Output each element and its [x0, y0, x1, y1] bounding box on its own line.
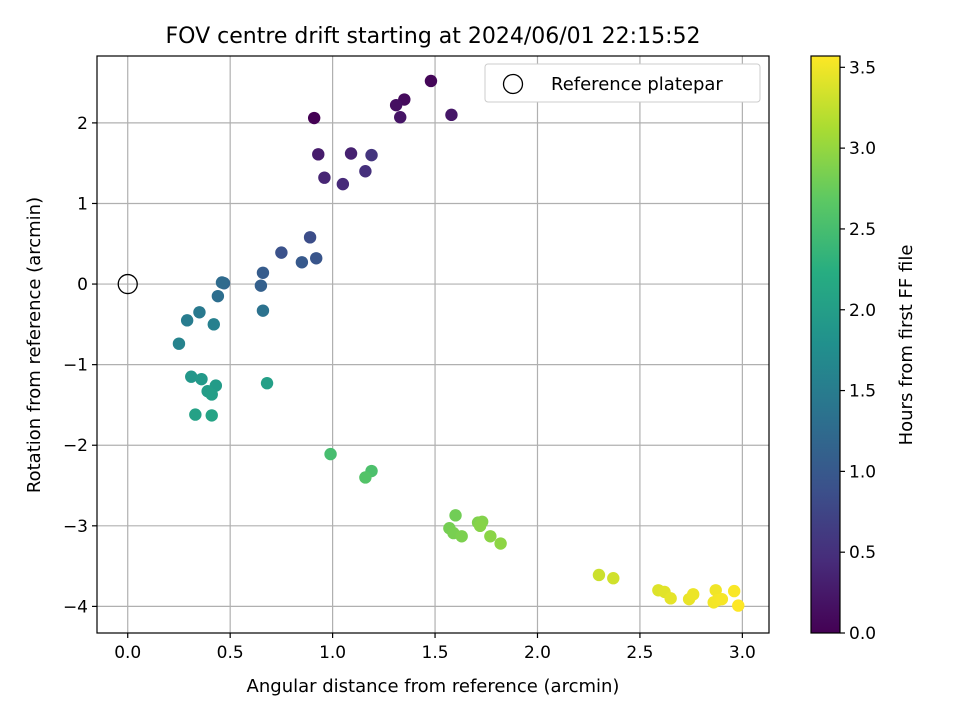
data-point	[310, 252, 323, 265]
x-tick-label: 2.0	[524, 643, 551, 663]
chart-title: FOV centre drift starting at 2024/06/01 …	[166, 24, 701, 49]
x-axis-label: Angular distance from reference (arcmin)	[247, 676, 620, 697]
data-point	[686, 588, 700, 601]
data-point	[344, 147, 358, 160]
data-point	[195, 372, 208, 386]
data-point	[275, 246, 288, 259]
data-point	[484, 530, 497, 543]
data-point	[205, 388, 218, 401]
data-point	[193, 306, 206, 319]
legend-label: Reference platepar	[551, 74, 723, 95]
x-tick-label: 0.5	[217, 643, 244, 663]
data-point	[359, 471, 372, 484]
legend-marker-icon	[502, 73, 524, 95]
data-point	[336, 177, 350, 191]
data-point	[365, 148, 378, 162]
data-point	[205, 409, 218, 422]
data-point	[727, 584, 741, 598]
colorbar-tick-label: 2.5	[849, 220, 876, 240]
data-point	[473, 519, 487, 533]
data-point	[256, 304, 270, 317]
grid	[97, 56, 769, 633]
data-point	[185, 370, 198, 383]
y-tick-label: 2	[77, 114, 88, 134]
colorbar-label: Hours from first FF file	[896, 245, 917, 446]
data-point	[215, 276, 229, 289]
x-tick-label: 1.0	[319, 643, 346, 663]
colorbar-frame	[810, 55, 841, 634]
x-tick-label: 3.0	[729, 643, 756, 663]
data-point	[455, 530, 468, 543]
data-point	[307, 111, 321, 125]
data-point	[394, 111, 407, 124]
data-point	[449, 509, 462, 522]
plot-frame	[96, 55, 770, 634]
legend: Reference platepar	[484, 63, 761, 103]
legend-box	[484, 63, 761, 103]
colorbar-tick-label: 0.0	[849, 624, 876, 644]
colorbar-gradient	[811, 56, 840, 633]
colorbar: 0.0 0.5 1.0 1.5 2.0 2.5 3.0 3.5 Hours from firs…	[810, 55, 917, 644]
data-point	[318, 171, 331, 184]
data-point	[424, 74, 438, 88]
y-tick-label: 0	[77, 275, 88, 295]
data-points	[172, 74, 745, 612]
data-point	[607, 572, 620, 585]
colorbar-tick-label: 3.5	[849, 58, 876, 78]
data-point	[445, 108, 458, 122]
y-tick-label: −1	[63, 356, 88, 376]
colorbar-tick-label: 2.0	[849, 301, 876, 321]
data-point	[254, 279, 268, 292]
data-point	[359, 165, 372, 178]
data-point	[389, 98, 403, 112]
y-tick-label: −4	[63, 597, 88, 617]
plot-area	[96, 55, 770, 634]
data-point	[324, 447, 337, 461]
data-point	[295, 256, 309, 269]
data-point	[303, 231, 317, 244]
data-point	[709, 584, 722, 597]
colorbar-tick-label: 1.0	[849, 462, 876, 482]
data-point	[211, 289, 225, 303]
colorbar-ticks: 0.0 0.5 1.0 1.5 2.0 2.5 3.0 3.5	[840, 58, 876, 644]
x-tick-label: 0.0	[114, 643, 141, 663]
data-point	[664, 592, 677, 605]
data-point	[172, 337, 186, 350]
reference-marker	[117, 273, 138, 295]
data-point	[312, 148, 325, 161]
data-point	[180, 314, 194, 327]
data-point	[260, 376, 274, 390]
data-point	[256, 266, 270, 279]
x-tick-label: 1.5	[422, 643, 449, 663]
data-point	[207, 318, 220, 331]
y-tick-label: −2	[63, 436, 88, 456]
x-axis-ticks: 0.0 0.5 1.0 1.5 2.0 2.5 3.0	[114, 633, 756, 663]
colorbar-tick-label: 1.5	[849, 382, 876, 402]
data-point	[715, 592, 729, 606]
data-point	[494, 537, 507, 550]
y-axis-ticks: −4 −3 −2 −1 0 1 2	[63, 114, 97, 617]
x-tick-label: 2.5	[626, 643, 653, 663]
data-point	[592, 568, 606, 582]
y-tick-label: 1	[77, 194, 88, 214]
data-point	[732, 599, 745, 612]
colorbar-tick-label: 0.5	[849, 543, 876, 563]
data-point	[189, 408, 202, 421]
y-axis-label: Rotation from reference (arcmin)	[24, 197, 45, 493]
y-tick-label: −3	[63, 517, 88, 537]
colorbar-tick-label: 3.0	[849, 139, 876, 159]
